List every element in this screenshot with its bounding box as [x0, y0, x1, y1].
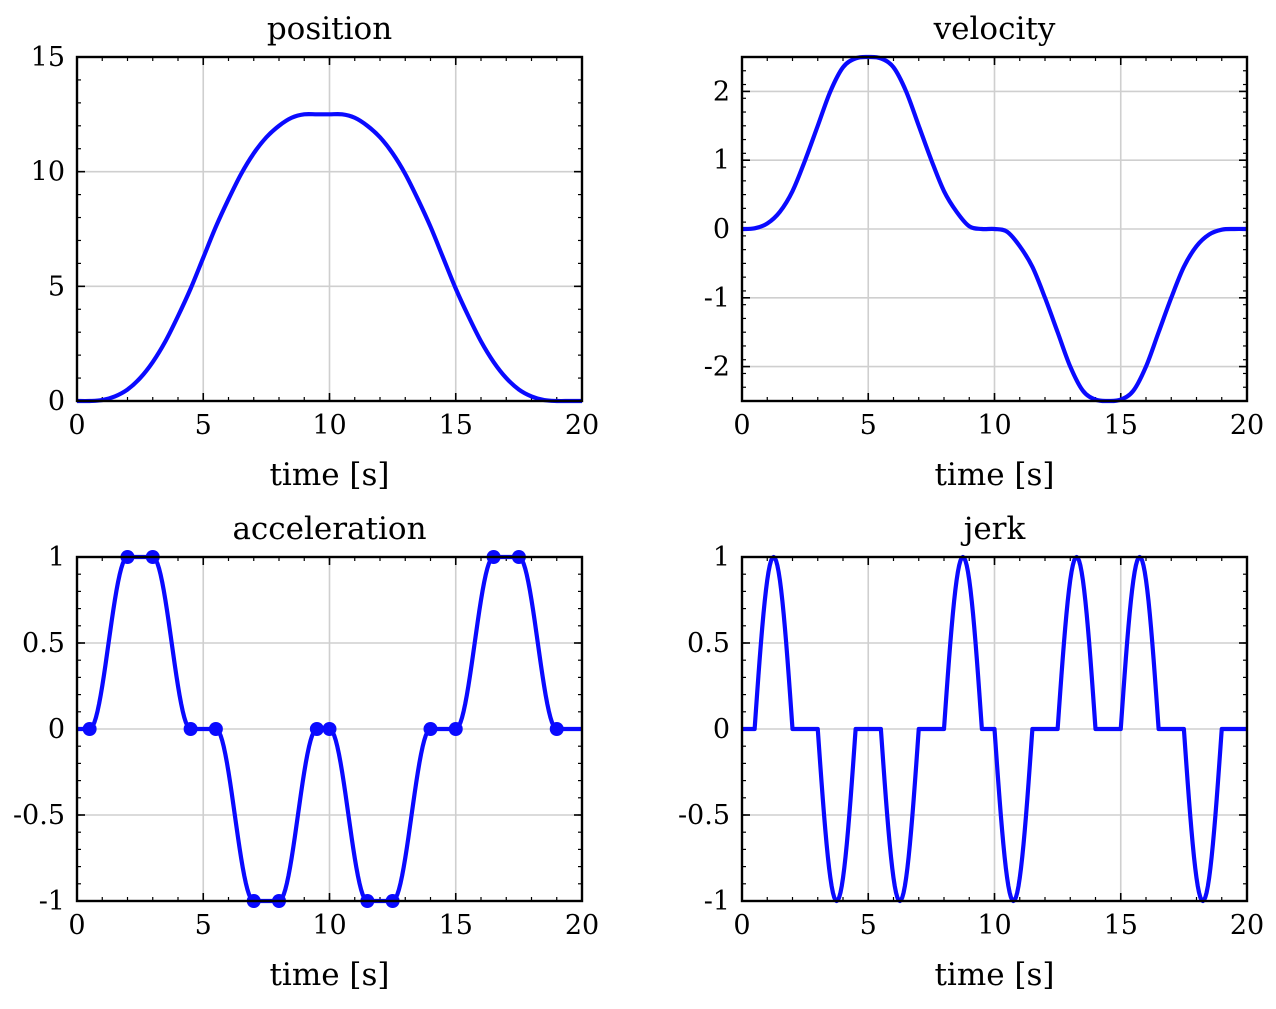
x-axis-label: time [s] [934, 957, 1054, 993]
y-tick-label: 0.5 [22, 628, 65, 659]
x-tick-label: 0 [733, 910, 750, 941]
x-tick-label: 5 [195, 410, 212, 441]
y-tick-label: -0.5 [678, 800, 730, 831]
chart-panel-acceleration: acceleration 0 5 10 15 20 -1 -0.5 0 0.5 1 time [s] [13, 511, 599, 993]
y-tick-label: 0 [48, 714, 65, 745]
chart-title: jerk [961, 511, 1026, 547]
y-tick-label: -1 [704, 283, 730, 314]
y-tick-label: 0 [713, 214, 730, 245]
chart-panel-velocity: velocity 0 5 10 15 20 -2 -1 0 1 2 time [s] [704, 11, 1264, 493]
y-tick-label: -1 [39, 886, 65, 917]
chart-panel-position: position 0 5 10 15 20 0 5 10 15 time [s] [31, 11, 600, 493]
x-axis-label: time [s] [269, 457, 389, 493]
chart-panel-jerk: jerk 0 5 10 15 20 -1 -0.5 0 0.5 1 time [s] [678, 511, 1264, 993]
y-tick-label: 2 [713, 76, 730, 107]
x-axis-label: time [s] [269, 957, 389, 993]
x-tick-label: 0 [733, 410, 750, 441]
x-tick-label: 0 [68, 910, 85, 941]
plot-frame [75, 55, 584, 403]
series-line-velocity [742, 54, 1247, 404]
chart-title: position [267, 11, 392, 47]
y-tick-label: 1 [713, 145, 730, 176]
y-tick-label: 0.5 [687, 628, 730, 659]
y-tick-label: 15 [31, 42, 65, 73]
x-tick-label: 10 [977, 410, 1011, 441]
chart-title: velocity [933, 11, 1056, 47]
plot-frame [740, 55, 1249, 403]
series-line-position [77, 111, 582, 404]
data-point-marker [423, 722, 438, 736]
x-tick-label: 20 [1230, 910, 1264, 941]
x-tick-label: 10 [312, 910, 346, 941]
chart-title: acceleration [232, 511, 426, 547]
x-tick-label: 15 [439, 410, 473, 441]
x-tick-label: 0 [68, 410, 85, 441]
x-tick-label: 15 [1104, 410, 1138, 441]
y-tick-label: 0 [48, 386, 65, 417]
y-tick-label: 1 [48, 542, 65, 573]
y-tick-label: -0.5 [13, 800, 65, 831]
y-tick-label: -2 [704, 352, 730, 383]
x-tick-label: 15 [1104, 910, 1138, 941]
data-point-marker [208, 722, 223, 736]
y-tick-label: 10 [31, 157, 65, 188]
x-tick-label: 5 [860, 410, 877, 441]
series-line-jerk [742, 554, 1247, 904]
x-tick-label: 20 [565, 410, 599, 441]
x-axis-label: time [s] [934, 457, 1054, 493]
data-point-marker [82, 722, 97, 736]
y-tick-label: -1 [704, 886, 730, 917]
x-tick-label: 10 [312, 410, 346, 441]
data-point-marker [183, 722, 198, 736]
data-point-marker [309, 722, 324, 736]
y-tick-label: 0 [713, 714, 730, 745]
x-tick-label: 20 [1230, 410, 1264, 441]
x-tick-label: 20 [565, 910, 599, 941]
data-point-marker [322, 722, 337, 736]
plot-frame [740, 555, 1249, 903]
x-tick-label: 5 [860, 910, 877, 941]
x-tick-label: 10 [977, 910, 1011, 941]
data-point-marker [549, 722, 564, 736]
y-tick-label: 5 [48, 271, 65, 302]
x-tick-label: 5 [195, 910, 212, 941]
plot-frame [75, 555, 584, 903]
x-tick-label: 15 [439, 910, 473, 941]
y-tick-label: 1 [713, 542, 730, 573]
data-point-marker [448, 722, 463, 736]
